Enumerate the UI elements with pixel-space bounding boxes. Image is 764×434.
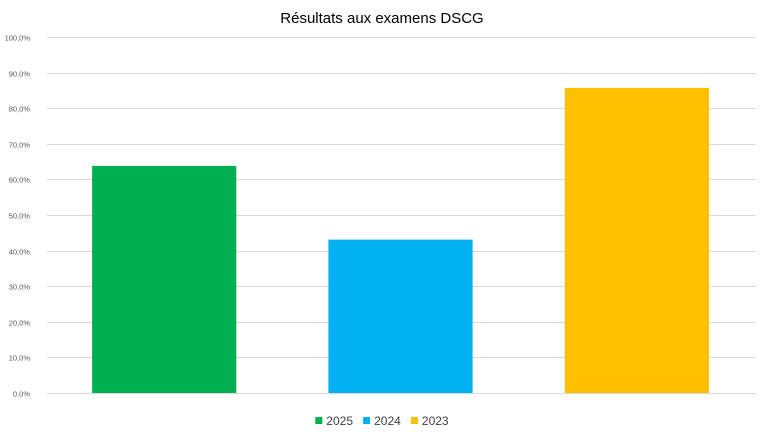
y-tick-label: 70,0% (9, 141, 31, 150)
y-tick-label: 60,0% (9, 176, 31, 185)
y-tick-label: 50,0% (9, 212, 31, 221)
y-tick-label: 0,0% (13, 390, 30, 399)
y-tick-label: 30,0% (9, 283, 31, 292)
bar-2024 (328, 239, 473, 393)
legend-label-2023: 2023 (422, 414, 449, 428)
y-tick-label: 80,0% (9, 105, 31, 114)
bar-2023 (564, 87, 709, 394)
legend-label-2024: 2024 (374, 414, 401, 428)
legend: 2025 2024 2023 (315, 414, 449, 428)
bars (92, 87, 709, 394)
legend-swatch-2023 (410, 417, 418, 424)
y-axis-tick-labels: 0,0% 10,0% 20,0% 30,0% 40,0% 50,0% 60,0% 70,0% 8… (5, 34, 31, 399)
y-tick-label: 40,0% (9, 248, 31, 257)
chart-title: Résultats aux examens DSCG (280, 10, 483, 27)
legend-swatch-2025 (315, 417, 323, 424)
y-tick-label: 90,0% (9, 70, 31, 79)
legend-label-2025: 2025 (326, 414, 353, 428)
y-tick-label: 10,0% (9, 354, 31, 363)
legend-swatch-2024 (363, 417, 371, 424)
y-tick-label: 100,0% (5, 34, 31, 43)
y-tick-label: 20,0% (9, 319, 31, 328)
bar-2025 (92, 165, 237, 393)
